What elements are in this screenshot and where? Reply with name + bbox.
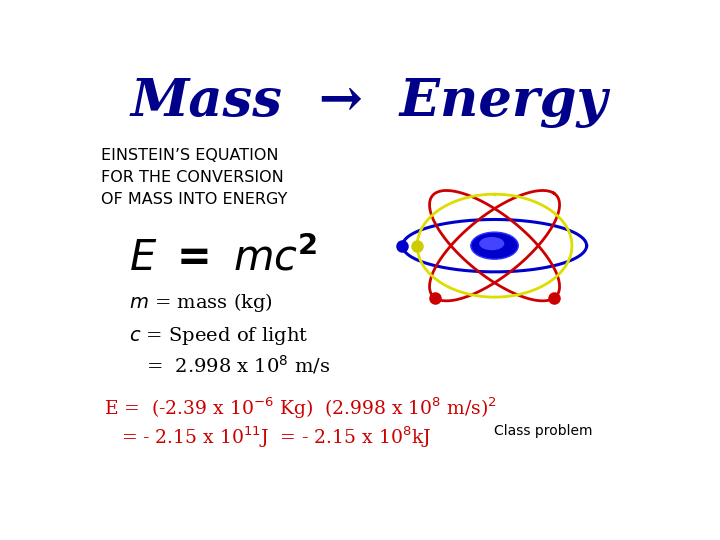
Text: $\mathit{m}$ = mass (kg): $\mathit{m}$ = mass (kg) (129, 292, 273, 314)
Ellipse shape (471, 232, 518, 259)
Text: =  2.998 x 10$^{8}$ m/s: = 2.998 x 10$^{8}$ m/s (145, 354, 330, 377)
Text: $\mathit{c}$ = Speed of light: $\mathit{c}$ = Speed of light (129, 325, 308, 347)
Text: Class problem: Class problem (494, 424, 593, 438)
Text: Mass  →  Energy: Mass → Energy (130, 77, 608, 129)
Text: = - 2.15 x 10$^{11}$J  = - 2.15 x 10$^{8}$kJ: = - 2.15 x 10$^{11}$J = - 2.15 x 10$^{8}… (121, 424, 431, 450)
Text: $\mathbf{\mathit{E}}\ \mathbf{=}\ \mathbf{\mathit{mc}}^{\mathbf{2}}$: $\mathbf{\mathit{E}}\ \mathbf{=}\ \mathb… (129, 238, 317, 280)
Text: E =  (-2.39 x 10$^{-6}$ Kg)  (2.998 x 10$^{8}$ m/s)$^{2}$: E = (-2.39 x 10$^{-6}$ Kg) (2.998 x 10$^… (104, 395, 497, 421)
Text: EINSTEIN’S EQUATION
FOR THE CONVERSION
OF MASS INTO ENERGY: EINSTEIN’S EQUATION FOR THE CONVERSION O… (101, 148, 287, 207)
Ellipse shape (480, 237, 504, 250)
